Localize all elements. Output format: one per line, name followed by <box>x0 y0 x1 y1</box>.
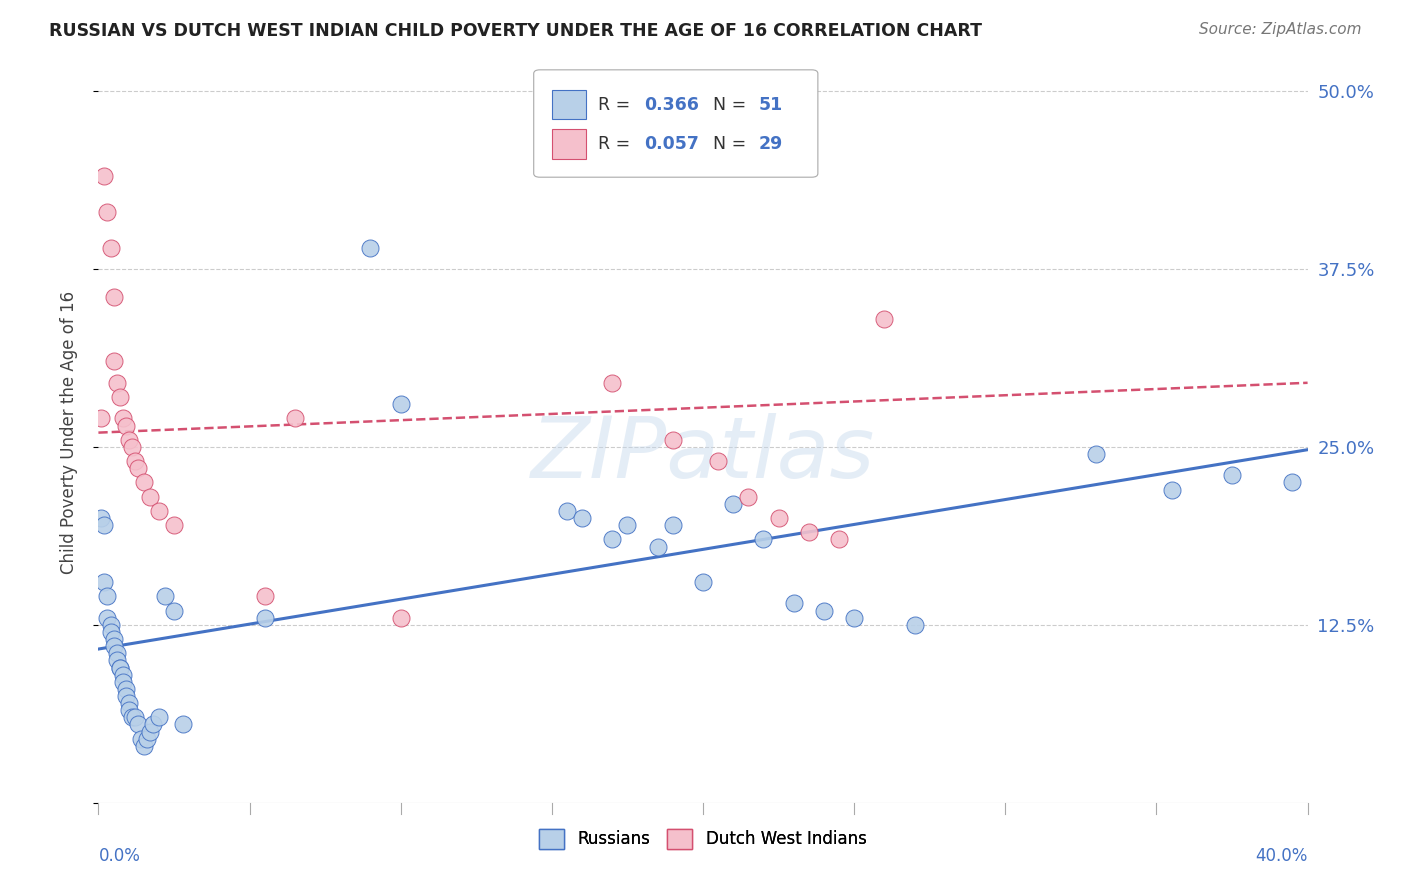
Point <box>114 418 136 433</box>
Point <box>90 511 112 525</box>
Point <box>135 731 157 746</box>
Point <box>127 717 149 731</box>
Point <box>124 710 146 724</box>
Point <box>118 433 141 447</box>
Point <box>127 461 149 475</box>
Point <box>163 604 186 618</box>
Point <box>389 610 412 624</box>
Text: R =: R = <box>598 135 636 153</box>
Point <box>661 433 683 447</box>
Text: R =: R = <box>598 95 636 113</box>
Point <box>100 624 122 639</box>
Point <box>139 724 162 739</box>
Point <box>105 376 128 390</box>
FancyBboxPatch shape <box>551 129 586 159</box>
Point <box>96 590 118 604</box>
Point <box>142 717 165 731</box>
Point <box>737 490 759 504</box>
Point <box>118 703 141 717</box>
Text: RUSSIAN VS DUTCH WEST INDIAN CHILD POVERTY UNDER THE AGE OF 16 CORRELATION CHART: RUSSIAN VS DUTCH WEST INDIAN CHILD POVER… <box>49 22 983 40</box>
Point <box>616 518 638 533</box>
Text: 51: 51 <box>759 95 783 113</box>
Point <box>768 511 790 525</box>
Point <box>111 411 134 425</box>
Point <box>1160 483 1182 497</box>
Point <box>163 518 186 533</box>
Point <box>707 454 730 468</box>
Point <box>93 575 115 590</box>
Legend: Russians, Dutch West Indians: Russians, Dutch West Indians <box>531 821 875 857</box>
Point <box>96 205 118 219</box>
Point <box>103 290 125 304</box>
Point <box>114 681 136 696</box>
Point <box>105 646 128 660</box>
Point <box>121 440 143 454</box>
Point <box>1085 447 1108 461</box>
Text: 0.366: 0.366 <box>644 95 699 113</box>
Text: 29: 29 <box>759 135 783 153</box>
Point <box>111 674 134 689</box>
Point <box>253 610 276 624</box>
Point <box>723 497 745 511</box>
FancyBboxPatch shape <box>551 90 586 120</box>
Point <box>100 240 122 255</box>
Point <box>129 731 152 746</box>
Point <box>124 454 146 468</box>
Text: ZIPatlas: ZIPatlas <box>531 413 875 496</box>
Point <box>904 617 927 632</box>
Point <box>602 376 624 390</box>
Point <box>100 617 122 632</box>
Point <box>93 169 115 184</box>
Point <box>103 354 125 368</box>
Point <box>284 411 307 425</box>
Text: 0.0%: 0.0% <box>98 847 141 865</box>
Point <box>103 632 125 646</box>
Point <box>389 397 412 411</box>
Point <box>172 717 194 731</box>
Point <box>253 590 276 604</box>
Point <box>153 590 176 604</box>
Point <box>661 518 683 533</box>
Point <box>783 597 806 611</box>
Point <box>1220 468 1243 483</box>
Point <box>111 667 134 681</box>
Point <box>118 696 141 710</box>
Point <box>103 639 125 653</box>
Point <box>132 475 155 490</box>
Text: 40.0%: 40.0% <box>1256 847 1308 865</box>
Point <box>873 311 896 326</box>
Text: N =: N = <box>713 135 751 153</box>
Point <box>844 610 866 624</box>
Point <box>148 710 170 724</box>
Point <box>828 533 851 547</box>
Point <box>571 511 593 525</box>
Point <box>108 660 131 674</box>
Point <box>114 689 136 703</box>
Point <box>108 390 131 404</box>
Point <box>105 653 128 667</box>
Point <box>692 575 714 590</box>
Point <box>813 604 835 618</box>
Point <box>1281 475 1303 490</box>
Point <box>360 240 382 255</box>
Point <box>148 504 170 518</box>
Text: N =: N = <box>713 95 751 113</box>
FancyBboxPatch shape <box>534 70 818 178</box>
Point <box>752 533 775 547</box>
Point <box>139 490 162 504</box>
Point <box>555 504 578 518</box>
Point <box>797 525 820 540</box>
Point <box>132 739 155 753</box>
Text: 0.057: 0.057 <box>644 135 699 153</box>
Point <box>93 518 115 533</box>
Point <box>647 540 669 554</box>
Point <box>96 610 118 624</box>
Point <box>108 660 131 674</box>
Point <box>602 533 624 547</box>
Point <box>90 411 112 425</box>
Text: Source: ZipAtlas.com: Source: ZipAtlas.com <box>1198 22 1361 37</box>
Y-axis label: Child Poverty Under the Age of 16: Child Poverty Under the Age of 16 <box>59 291 77 574</box>
Point <box>121 710 143 724</box>
